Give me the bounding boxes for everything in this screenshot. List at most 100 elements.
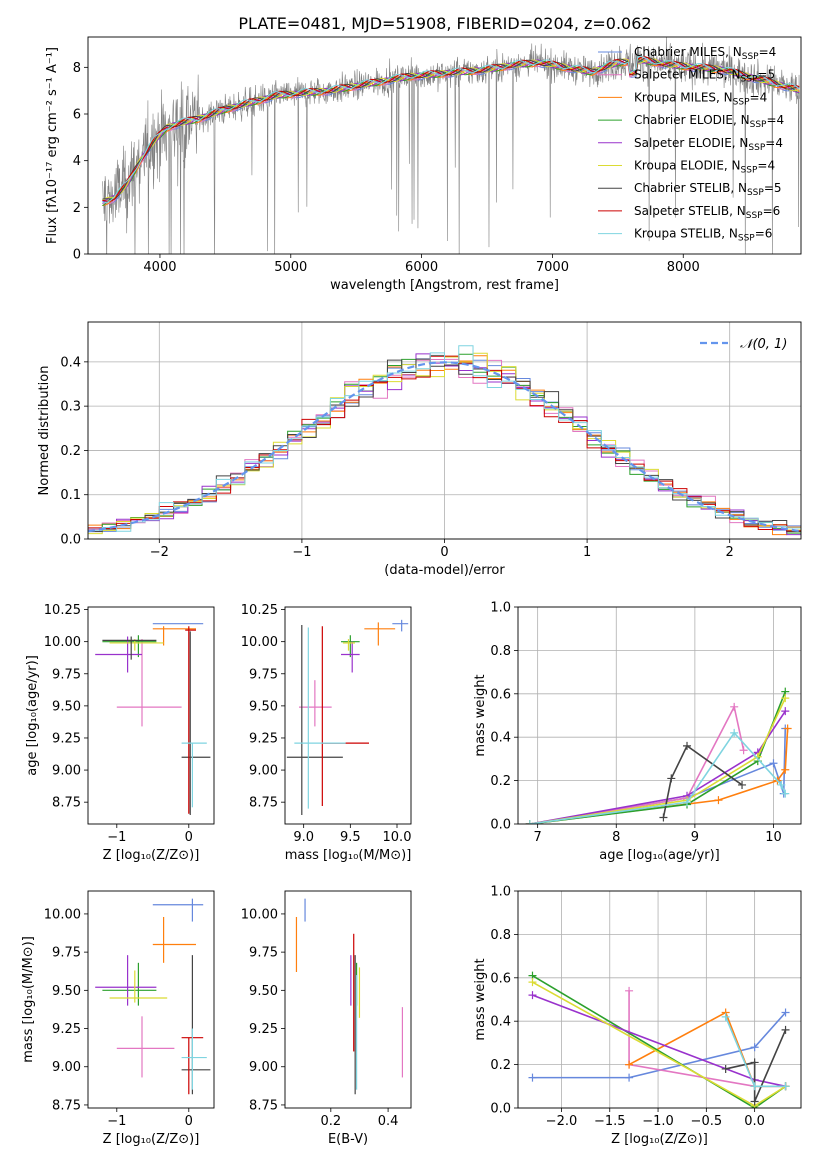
- weight-series-line: [532, 1011, 787, 1079]
- y-tick-label: 9.75: [249, 946, 278, 961]
- y-tick-label: 9.25: [52, 731, 81, 746]
- weight-point-marker: [769, 759, 778, 768]
- y-axis-label: mass weight: [473, 958, 488, 1040]
- panel-weight_vs_age: 7 8 9 10 0.0 0.2 0.4 0.6 0.8 1.0 age [log₁₀(age/yr…: [473, 601, 802, 863]
- y-tick-label: 10.25: [44, 603, 81, 618]
- weight-series-line: [529, 728, 787, 824]
- weight-point-marker: [659, 813, 668, 822]
- x-tick-label: 1: [583, 545, 591, 560]
- plot-frame: [517, 890, 802, 1109]
- y-tick-label: 1.0: [490, 885, 511, 900]
- x-tick-label: 9: [691, 830, 699, 845]
- panel-age_vs_mass: 9.0 9.5 10.0 8.75 9.00 9.25 9.50 9.75 10.00 10.25…: [241, 603, 412, 863]
- weight-series-line: [529, 710, 786, 824]
- y-tick-label: 9.00: [249, 764, 278, 779]
- figure-title: PLATE=0481, MJD=51908, FIBERID=0204, z=0…: [238, 14, 651, 33]
- weight-point-marker: [783, 724, 792, 733]
- plot-area: [528, 971, 790, 1108]
- plot-area: [286, 619, 409, 816]
- weight-point-marker: [781, 694, 790, 703]
- y-tick-label: 2: [73, 201, 81, 216]
- y-tick-label: 10.25: [241, 603, 278, 618]
- x-tick-label: 0.4: [378, 1114, 399, 1129]
- x-tick-label: 7000: [536, 260, 569, 275]
- y-tick-label: 9.00: [249, 1060, 278, 1075]
- weight-point-marker: [750, 1082, 759, 1091]
- y-axis-label: mass [log₁₀(M/M⊙)]: [21, 936, 36, 1063]
- model-spectrum-line: [102, 55, 800, 202]
- y-tick-label: 10.00: [44, 907, 81, 922]
- weight-point-marker: [781, 1082, 790, 1091]
- plot-area: [95, 898, 211, 1095]
- legend-entry: Chabrier STELIB, NSSP=5: [634, 181, 782, 198]
- y-tick-label: 0: [73, 248, 81, 263]
- plot-frame: [87, 606, 215, 825]
- weight-point-marker: [781, 707, 790, 716]
- weight-point-marker: [739, 746, 748, 755]
- x-tick-label: 0.2: [320, 1114, 341, 1129]
- weight-point-marker: [750, 1058, 759, 1067]
- x-tick-label: −2: [150, 545, 169, 560]
- y-tick-label: 0.8: [490, 928, 511, 943]
- y-tick-label: 6: [73, 108, 81, 123]
- y-tick-label: 8.75: [249, 796, 278, 811]
- x-tick-label: −1: [107, 830, 126, 845]
- weight-series-line: [662, 744, 743, 818]
- weight-point-marker: [683, 741, 692, 750]
- y-tick-label: 0.0: [60, 533, 81, 548]
- x-tick-label: 9.5: [340, 830, 361, 845]
- plot-area: [102, 37, 800, 254]
- y-tick-label: 0.6: [490, 687, 511, 702]
- panel-mass_vs_EBV: 0.2 0.4 8.75 9.00 9.25 9.50 9.75 10.00 E(B-V): [241, 890, 412, 1147]
- weight-point-marker: [730, 728, 739, 737]
- y-tick-label: 9.50: [249, 699, 278, 714]
- legend-entry: 𝒩(0, 1): [740, 337, 787, 352]
- y-tick-label: 10.00: [241, 907, 278, 922]
- weight-point-marker: [528, 978, 537, 987]
- x-tick-label: −1.5: [594, 1114, 626, 1129]
- panel-spectrum: 4000 5000 6000 7000 8000 0 2 4 6 8 wavelength [Ang…: [45, 36, 802, 293]
- weight-point-marker: [525, 820, 534, 824]
- x-tick-label: 4000: [143, 260, 176, 275]
- y-tick-label: 8.75: [52, 796, 81, 811]
- y-tick-label: 1.0: [490, 601, 511, 616]
- model-spectrum-line: [102, 57, 800, 201]
- weight-point-marker: [781, 1025, 790, 1034]
- y-tick-label: 0.4: [490, 731, 511, 746]
- x-tick-label: 9.0: [293, 830, 314, 845]
- x-axis-label: Z [log₁₀(Z/Z⊙)]: [103, 1132, 200, 1147]
- weight-point-marker: [781, 1008, 790, 1017]
- weight-point-marker: [721, 1012, 730, 1021]
- weight-point-marker: [750, 1097, 759, 1106]
- weight-point-marker: [625, 986, 634, 995]
- x-axis-label: Z [log₁₀(Z/Z⊙)]: [103, 848, 200, 863]
- plot-frame: [87, 36, 802, 255]
- y-tick-label: 0.3: [60, 400, 81, 415]
- x-tick-label: 0: [185, 1114, 193, 1129]
- y-axis-label: mass weight: [473, 674, 488, 756]
- panel-mass_vs_Z: −1 0 8.75 9.00 9.25 9.50 9.75 10.00 Z [log₁₀(Z/Z…: [21, 890, 215, 1147]
- weight-series-line: [532, 994, 786, 1088]
- x-tick-label: −1.0: [642, 1114, 674, 1129]
- weight-point-marker: [777, 780, 786, 789]
- legend-entry: Chabrier MILES, NSSP=4: [634, 45, 776, 62]
- plot-frame: [517, 606, 802, 825]
- x-axis-label: (data-model)/error: [384, 563, 505, 578]
- weight-series-line: [529, 728, 789, 824]
- plot-area: [95, 623, 211, 816]
- x-tick-label: −0.5: [691, 1114, 723, 1129]
- x-axis-label: E(B-V): [328, 1132, 368, 1147]
- weight-point-marker: [528, 1073, 537, 1082]
- weight-point-marker: [625, 1073, 634, 1082]
- x-tick-label: 10: [765, 830, 782, 845]
- x-tick-label: 10.0: [383, 830, 412, 845]
- x-tick-label: 5000: [274, 260, 307, 275]
- y-tick-label: 10.00: [241, 635, 278, 650]
- weight-point-marker: [528, 991, 537, 1000]
- x-axis-label: wavelength [Angstrom, rest frame]: [330, 278, 559, 293]
- x-tick-label: −2.0: [546, 1114, 578, 1129]
- x-axis-label: mass [log₁₀(M/M⊙)]: [285, 848, 412, 863]
- y-tick-label: 4: [73, 154, 81, 169]
- y-tick-label: 9.50: [52, 699, 81, 714]
